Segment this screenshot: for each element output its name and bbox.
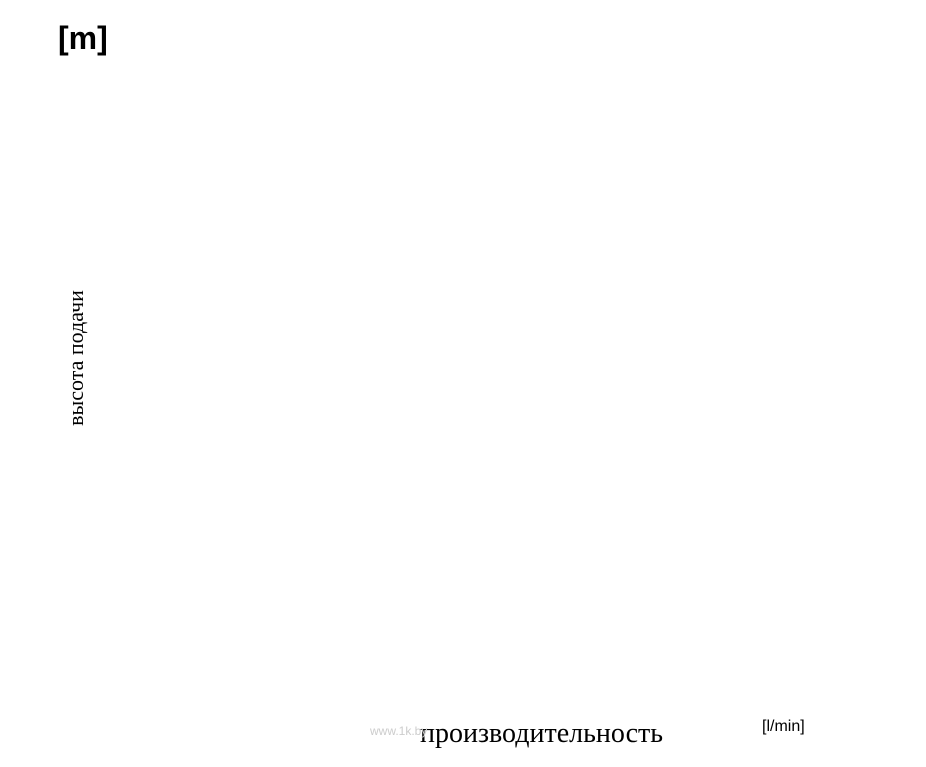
chart-svg xyxy=(0,0,926,767)
x-axis-title: производительность xyxy=(420,718,663,750)
watermark: www.1k.by xyxy=(370,724,427,738)
y-axis-title: высота подачи xyxy=(63,290,89,426)
y-axis-unit: [m] xyxy=(58,20,108,57)
pump-curve-chart: [m] высота подачи производительность [l/… xyxy=(0,0,926,767)
x-axis-unit: [l/min] xyxy=(762,718,805,736)
